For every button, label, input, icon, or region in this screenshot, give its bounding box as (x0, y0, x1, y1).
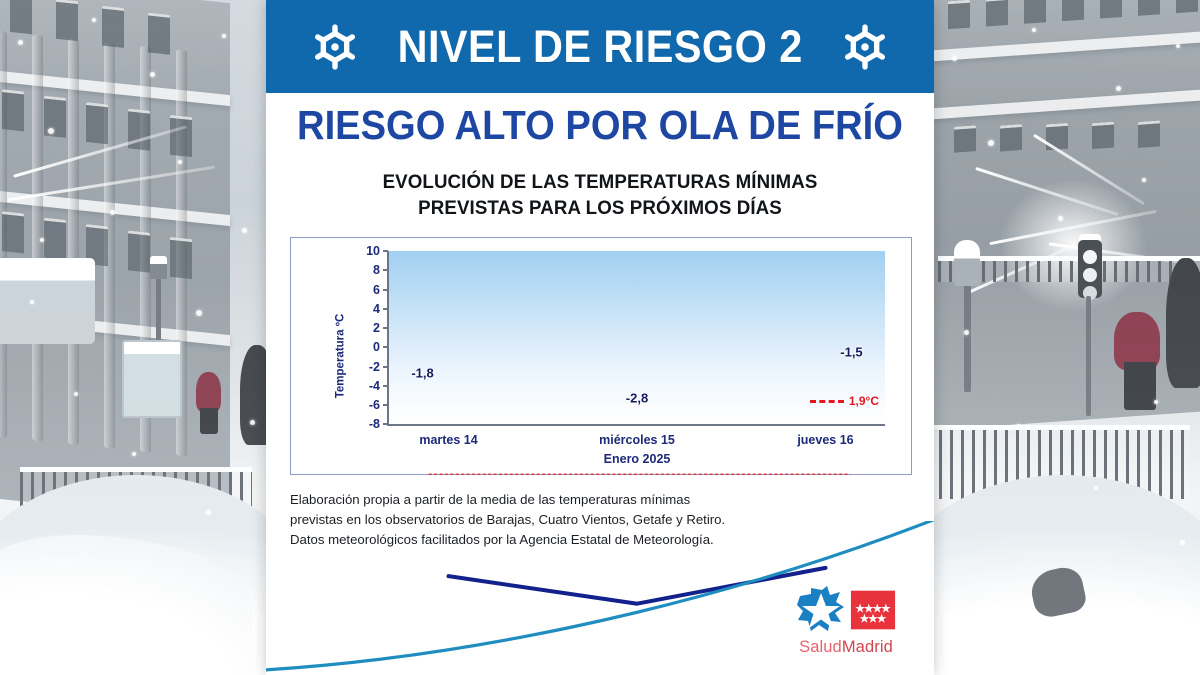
street-lamp-head (150, 256, 167, 279)
salud-madrid-star-icon (797, 586, 844, 631)
y-axis-tick: -6 (369, 398, 389, 412)
x-axis-tick: martes 14 (419, 433, 478, 448)
logo-wordmark: SaludMadrid (786, 638, 906, 657)
street-post (964, 282, 971, 392)
y-axis-tick: 0 (373, 340, 389, 354)
logo-marks (786, 585, 906, 635)
dashed-line-icon (809, 399, 844, 403)
temperature-chart: Temperatura ºC 1,9°C Enero 2025 10 8 6 4 2 0 -… (290, 237, 912, 475)
salud-madrid-logo: SaludMadrid (786, 585, 906, 657)
subtitle-container: RIESGO ALTO POR OLA DE FRÍO (266, 93, 934, 155)
chart-title-line-1: EVOLUCIÓN DE LAS TEMPERATURAS MÍNIMAS (382, 171, 818, 193)
chart-legend: 1,9°C (809, 394, 879, 409)
x-axis-tick: jueves 16 (797, 433, 854, 448)
data-point-label: -2,8 (625, 390, 649, 406)
madrid-flag-icon (850, 590, 896, 630)
y-axis-tick: 8 (373, 263, 389, 277)
pedestrian-legs (200, 408, 218, 434)
chart-plot-area: 1,9°C Enero 2025 10 8 6 4 2 0 -2 -4 -6 -8 -1,8 -2,8… (366, 244, 885, 426)
chart-title: EVOLUCIÓN DE LAS TEMPERATURAS MÍNIMAS PR… (279, 155, 920, 223)
source-note-line-1: Elaboración propia a partir de la media … (290, 492, 691, 508)
legend-label: 1,9°C (848, 394, 879, 409)
data-point-label: -1,5 (840, 344, 863, 360)
y-axis-tick: 6 (373, 283, 389, 297)
traffic-light-post (1086, 296, 1091, 416)
data-point-label: -1,8 (411, 365, 434, 381)
snow-capped-bollard (954, 240, 980, 286)
pedestrian-dark-coat (1166, 258, 1200, 388)
chart-series-layer (389, 251, 885, 675)
background-photo-right (928, 0, 1200, 675)
source-note-line-3: Datos meteorológicos facilitados por la … (290, 532, 714, 548)
logo-word-salud: Salud (799, 638, 842, 656)
y-axis-title: Temperatura ºC (334, 313, 347, 399)
photo-overlay (0, 0, 272, 675)
y-axis-tick: -4 (369, 379, 389, 393)
chart-title-line-2: PREVISTAS PARA LOS PRÓXIMOS DÍAS (418, 197, 782, 220)
temperature-line (449, 568, 826, 604)
snowflake-icon (314, 23, 355, 70)
snow-covered-monument (0, 258, 95, 344)
background-photo-left (0, 0, 272, 675)
source-note: Elaboración propia a partir de la media … (290, 490, 908, 550)
logo-word-madrid: Madrid (841, 638, 893, 656)
pedestrian-red-coat (196, 372, 221, 412)
y-axis-tick: -2 (369, 360, 389, 374)
traffic-light (1078, 240, 1102, 298)
snowflake-icon (845, 23, 886, 70)
infographic-card: NIVEL DE RIESGO 2 (266, 0, 934, 675)
balustrade (938, 256, 1200, 282)
x-axis-tick: miércoles 15 (599, 433, 675, 448)
photo-overlay (928, 0, 1200, 675)
risk-headline: RIESGO ALTO POR OLA DE FRÍO (297, 102, 903, 148)
y-axis-tick: 10 (366, 244, 389, 258)
information-kiosk (122, 340, 182, 418)
y-axis-tick: 4 (373, 302, 389, 316)
y-axis-tick: -8 (369, 417, 389, 431)
risk-level-banner: NIVEL DE RIESGO 2 (266, 0, 934, 93)
y-axis-tick: 2 (373, 321, 389, 335)
pedestrian-red-coat (1114, 312, 1160, 370)
x-axis-title: Enero 2025 (603, 452, 671, 467)
accent-swoosh (266, 521, 934, 672)
source-note-line-2: previstas en los observatorios de Baraja… (290, 512, 726, 528)
pedestrian-legs (1124, 362, 1156, 410)
risk-level-title: NIVEL DE RIESGO 2 (397, 20, 803, 72)
